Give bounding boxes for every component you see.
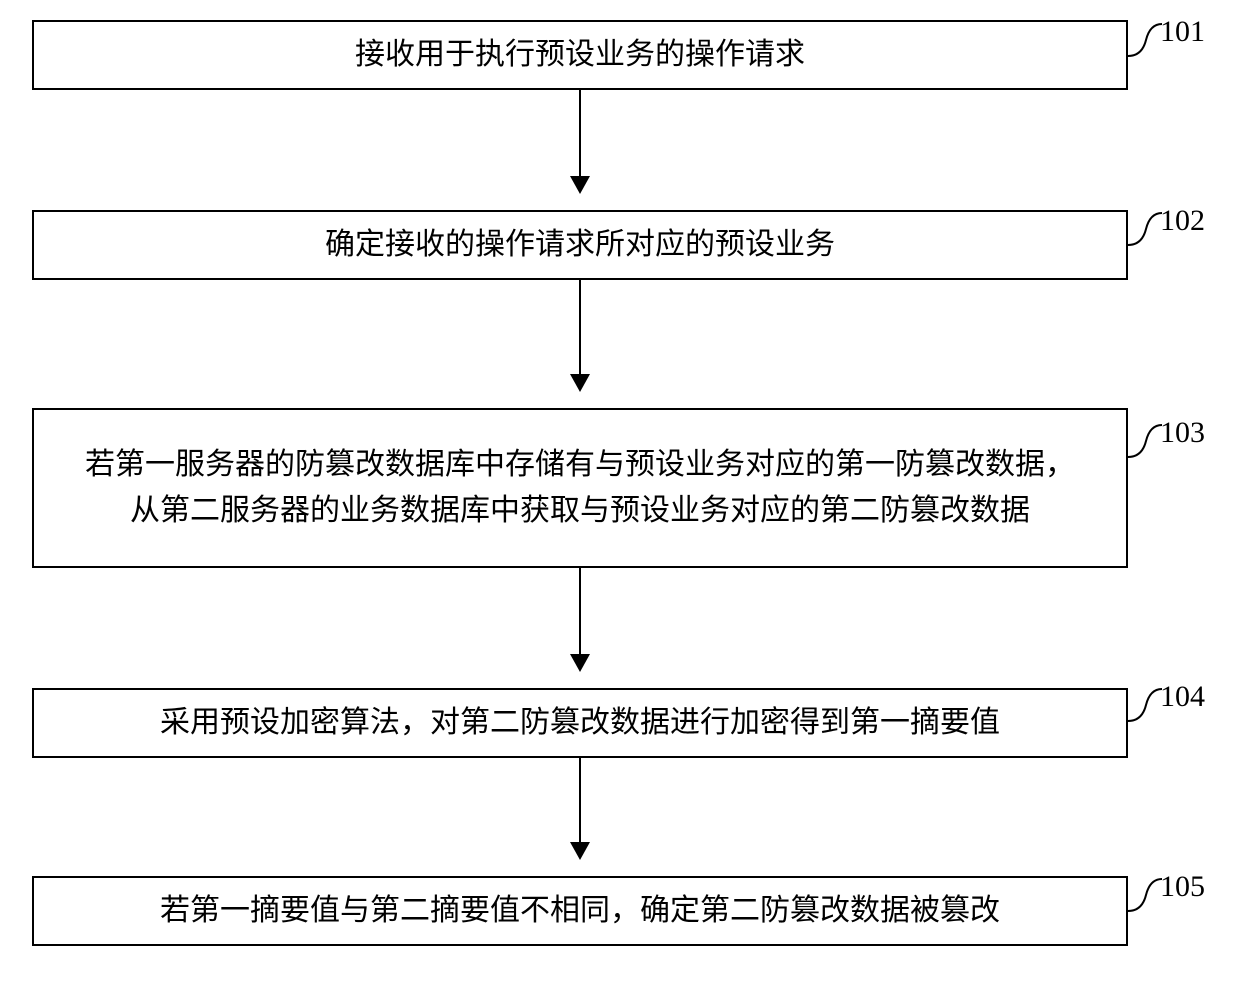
lead-curve-icon xyxy=(1128,423,1162,461)
step-number-label: 105 xyxy=(1160,870,1205,904)
flow-arrow xyxy=(30,280,1130,408)
flow-step-text: 若第一服务器的防篡改数据库中存储有与预设业务对应的第一防篡改数据，从第二服务器的… xyxy=(74,442,1086,535)
step-number-text: 101 xyxy=(1160,15,1205,48)
step-number-label: 104 xyxy=(1160,680,1205,714)
flow-step-3: 若第一服务器的防篡改数据库中存储有与预设业务对应的第一防篡改数据，从第二服务器的… xyxy=(32,408,1128,568)
flow-step-text: 确定接收的操作请求所对应的预设业务 xyxy=(325,222,835,269)
flow-arrow xyxy=(30,90,1130,210)
step-number-text: 103 xyxy=(1160,416,1205,449)
flow-step-1: 接收用于执行预设业务的操作请求 xyxy=(32,20,1128,90)
lead-curve-icon xyxy=(1128,22,1162,60)
lead-curve-icon xyxy=(1128,687,1162,725)
step-number-label: 101 xyxy=(1160,15,1205,49)
step-number-label: 102 xyxy=(1160,204,1205,238)
flow-step-text: 接收用于执行预设业务的操作请求 xyxy=(355,32,805,79)
flow-step-text: 若第一摘要值与第二摘要值不相同，确定第二防篡改数据被篡改 xyxy=(160,888,1000,935)
lead-curve-icon xyxy=(1128,211,1162,249)
flow-step-2: 确定接收的操作请求所对应的预设业务 xyxy=(32,210,1128,280)
lead-curve-icon xyxy=(1128,877,1162,915)
flow-arrow xyxy=(30,568,1130,688)
flowchart-container: 接收用于执行预设业务的操作请求 确定接收的操作请求所对应的预设业务 若第一服务器… xyxy=(30,20,1130,946)
step-number-text: 105 xyxy=(1160,870,1205,903)
step-number-text: 104 xyxy=(1160,680,1205,713)
flow-step-text: 采用预设加密算法，对第二防篡改数据进行加密得到第一摘要值 xyxy=(160,700,1000,747)
step-number-label: 103 xyxy=(1160,416,1205,450)
flow-step-5: 若第一摘要值与第二摘要值不相同，确定第二防篡改数据被篡改 xyxy=(32,876,1128,946)
flow-step-4: 采用预设加密算法，对第二防篡改数据进行加密得到第一摘要值 xyxy=(32,688,1128,758)
flow-arrow xyxy=(30,758,1130,876)
step-number-text: 102 xyxy=(1160,204,1205,237)
